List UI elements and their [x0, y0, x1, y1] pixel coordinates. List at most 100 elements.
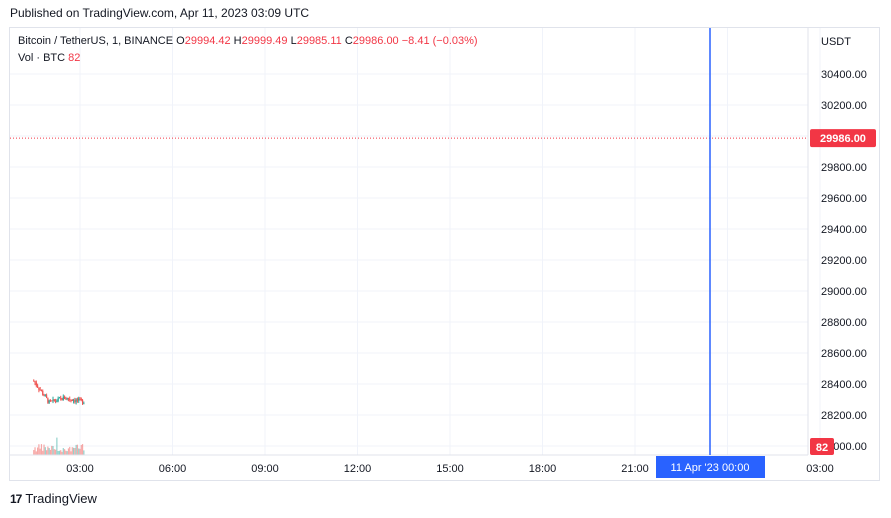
candle-body: [56, 400, 58, 402]
last-price-label: 29986.00: [820, 133, 866, 145]
time-tick-label: 03:00: [66, 463, 94, 475]
candle-body: [60, 397, 62, 399]
price-tick-label: 29200.00: [821, 255, 867, 267]
price-tick-label: 28200.00: [821, 410, 867, 422]
volume-bar: [67, 448, 70, 455]
volume-bar: [66, 451, 68, 455]
volume-bar: [78, 448, 80, 455]
volume-bar: [63, 449, 66, 455]
candle-body: [53, 399, 55, 401]
candle-body: [78, 398, 80, 401]
price-tick-label: 29400.00: [821, 224, 867, 236]
price-tick-label: 30200.00: [821, 100, 867, 112]
volume-bar: [60, 450, 62, 455]
candle-body: [69, 399, 71, 400]
last-price-tag: [810, 129, 876, 148]
volume-bar: [48, 448, 50, 455]
volume-bar: [39, 448, 41, 455]
time-tick-label: 18:00: [529, 463, 557, 475]
volume-bar: [35, 451, 37, 455]
last-volume-tag: [810, 438, 834, 455]
volume-bar: [71, 447, 73, 455]
high-label: H: [233, 35, 242, 47]
volume-bar: [72, 447, 75, 455]
price-axis: USDT30400.0030200.0030000.0029800.002960…: [807, 28, 867, 455]
candle-body: [34, 380, 36, 383]
volume-bar: [33, 450, 35, 455]
footer-brand[interactable]: 17 TradingView: [10, 491, 97, 506]
volume-bar: [57, 450, 59, 455]
volume-bar: [42, 450, 44, 455]
change-value: −8.41 (−0.03%): [401, 35, 478, 47]
price-tick-label: 29600.00: [821, 193, 867, 205]
price-tick-label: 30400.00: [821, 69, 867, 81]
price-tick-label: 28800.00: [821, 317, 867, 329]
time-tick-label: 21:00: [621, 463, 649, 475]
volume-bar: [69, 446, 71, 455]
candle-body: [63, 396, 66, 399]
candle-body: [76, 399, 79, 401]
candle-body: [81, 399, 84, 404]
volume-bar: [37, 447, 39, 455]
candle-body: [83, 403, 85, 405]
candle-body: [72, 400, 75, 402]
tradingview-logo-icon: 17: [10, 491, 22, 506]
time-tick-label: 03:00: [806, 463, 834, 475]
time-tick-label: 12:00: [344, 463, 372, 475]
crosshair-time-label: 11 Apr '23 00:00: [671, 462, 750, 474]
candle-body: [57, 398, 59, 401]
close-value: 29986.00: [352, 35, 399, 47]
high-value: 29999.49: [241, 35, 288, 47]
volume-bar: [58, 450, 61, 455]
chart-frame: [9, 27, 880, 481]
volume-bar: [53, 449, 55, 455]
candle-body: [35, 382, 37, 386]
candle-body: [75, 399, 77, 402]
volume-bars: [33, 437, 85, 455]
volume-bar: [62, 448, 64, 455]
open-label: O: [176, 35, 185, 47]
volume-bar: [80, 444, 82, 455]
symbol-title: Bitcoin / TetherUS, 1, BINANCE: [18, 35, 174, 47]
candle-body: [79, 398, 81, 400]
candle-body: [44, 395, 46, 397]
crosshair-time-tag: [656, 456, 765, 478]
volume-bar: [40, 444, 43, 455]
last-volume-label: 82: [816, 442, 828, 454]
candle-body: [37, 385, 39, 388]
price-axis-unit: USDT: [821, 36, 851, 48]
candle-body: [66, 397, 68, 400]
candle-body: [71, 399, 73, 401]
candle-body: [80, 398, 82, 400]
candle-body: [33, 380, 35, 382]
candle-body: [54, 400, 57, 402]
candle-body: [42, 390, 44, 395]
candles: [33, 379, 85, 405]
time-tick-label: 06:00: [159, 463, 187, 475]
volume-bar: [65, 450, 67, 455]
volume-bar: [51, 445, 53, 455]
candle-body: [51, 400, 53, 402]
time-tick-label: 15:00: [436, 463, 464, 475]
candle-body: [61, 398, 63, 401]
published-caption: Published on TradingView.com, Apr 11, 20…: [10, 6, 310, 20]
volume-label: Vol · BTC: [18, 52, 66, 64]
candle-body: [62, 396, 64, 401]
candle-body: [38, 387, 40, 390]
volume-bar: [74, 448, 76, 455]
volume-bar: [45, 450, 48, 455]
candle-body: [67, 397, 70, 400]
chart-grid: [10, 28, 821, 455]
chart-overlay: 11 Apr '23 00:00 29986.00 82: [10, 28, 876, 478]
volume-bar: [56, 437, 58, 455]
price-tick-label: 29800.00: [821, 162, 867, 174]
candle-body: [74, 400, 76, 402]
symbol-legend: Bitcoin / TetherUS, 1, BINANCE O29994.42…: [18, 35, 478, 47]
candle-body: [58, 397, 61, 399]
volume-value: 82: [68, 52, 81, 64]
open-value: 29994.42: [184, 35, 231, 47]
volume-bar: [70, 451, 72, 455]
time-axis: 03:00 06:00 09:00 12:00 15:00 18:00 21:00 03:00: [10, 454, 834, 475]
volume-bar: [43, 444, 45, 455]
